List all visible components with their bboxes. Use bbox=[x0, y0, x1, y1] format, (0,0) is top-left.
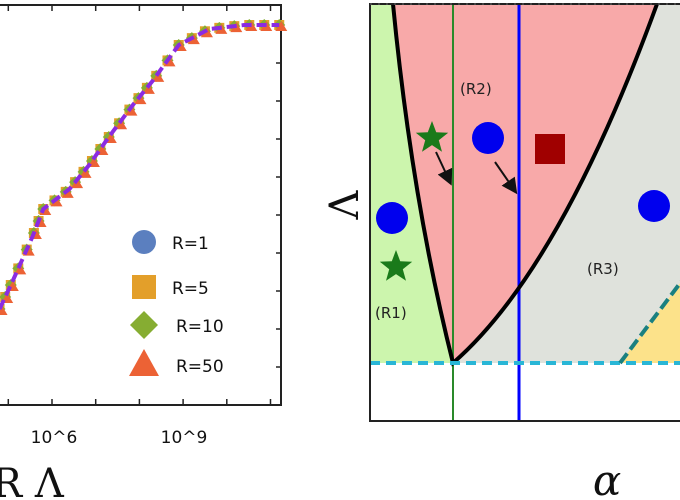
region-label-r3: (R3) bbox=[587, 260, 619, 278]
legend-label: R=5 bbox=[172, 279, 209, 299]
legend-label: R=1 bbox=[172, 234, 209, 254]
blue-circle-marker bbox=[376, 202, 408, 234]
legend-marker bbox=[132, 275, 156, 299]
r50-point bbox=[152, 71, 165, 82]
green-star-marker bbox=[415, 121, 449, 152]
legend-marker bbox=[130, 311, 158, 339]
r50-point bbox=[50, 196, 63, 207]
x-tick-1e9: 10^9 bbox=[161, 428, 208, 448]
blue-circle-marker bbox=[472, 122, 504, 154]
left-ticks bbox=[7, 5, 281, 405]
fit-line bbox=[0, 23, 280, 310]
data-series bbox=[0, 19, 288, 315]
green-star-marker bbox=[379, 250, 413, 281]
red-square-marker bbox=[535, 134, 565, 164]
r50-point bbox=[275, 21, 288, 31]
r50-point bbox=[71, 178, 84, 189]
x-tick-1e6: 10^6 bbox=[31, 428, 78, 448]
legend-label: R=10 bbox=[176, 317, 224, 337]
legend: R=1 R=5 R=10 R=50 bbox=[129, 230, 224, 377]
right-diagram: (R2) (R1) (R3) Λ α bbox=[322, 3, 680, 500]
left-plot: 10^6 10^9 R Λ R=1 R=5 R=10 R=50 bbox=[0, 4, 288, 500]
markers bbox=[376, 121, 670, 281]
r50-point bbox=[134, 94, 147, 105]
arrow-icon bbox=[435, 151, 453, 186]
right-x-axis-label: α bbox=[593, 456, 621, 500]
region-r2 bbox=[393, 4, 657, 363]
region-label-r1: (R1) bbox=[375, 304, 407, 322]
left-x-axis-label: R Λ bbox=[0, 461, 65, 500]
r50-point bbox=[61, 187, 74, 198]
r50-point bbox=[125, 105, 138, 116]
region-label-r2: (R2) bbox=[460, 80, 492, 98]
legend-marker bbox=[132, 230, 156, 254]
blue-circle-marker bbox=[638, 190, 670, 222]
r50-point bbox=[115, 119, 128, 130]
legend-marker bbox=[129, 349, 159, 376]
r50-point bbox=[142, 83, 155, 94]
r50-point bbox=[79, 167, 92, 178]
r50-point bbox=[14, 264, 27, 275]
legend-label: R=50 bbox=[176, 357, 224, 377]
teal-dashed-line bbox=[618, 279, 680, 365]
arrow-icon bbox=[494, 161, 518, 195]
right-y-axis-label: Λ bbox=[322, 189, 368, 220]
